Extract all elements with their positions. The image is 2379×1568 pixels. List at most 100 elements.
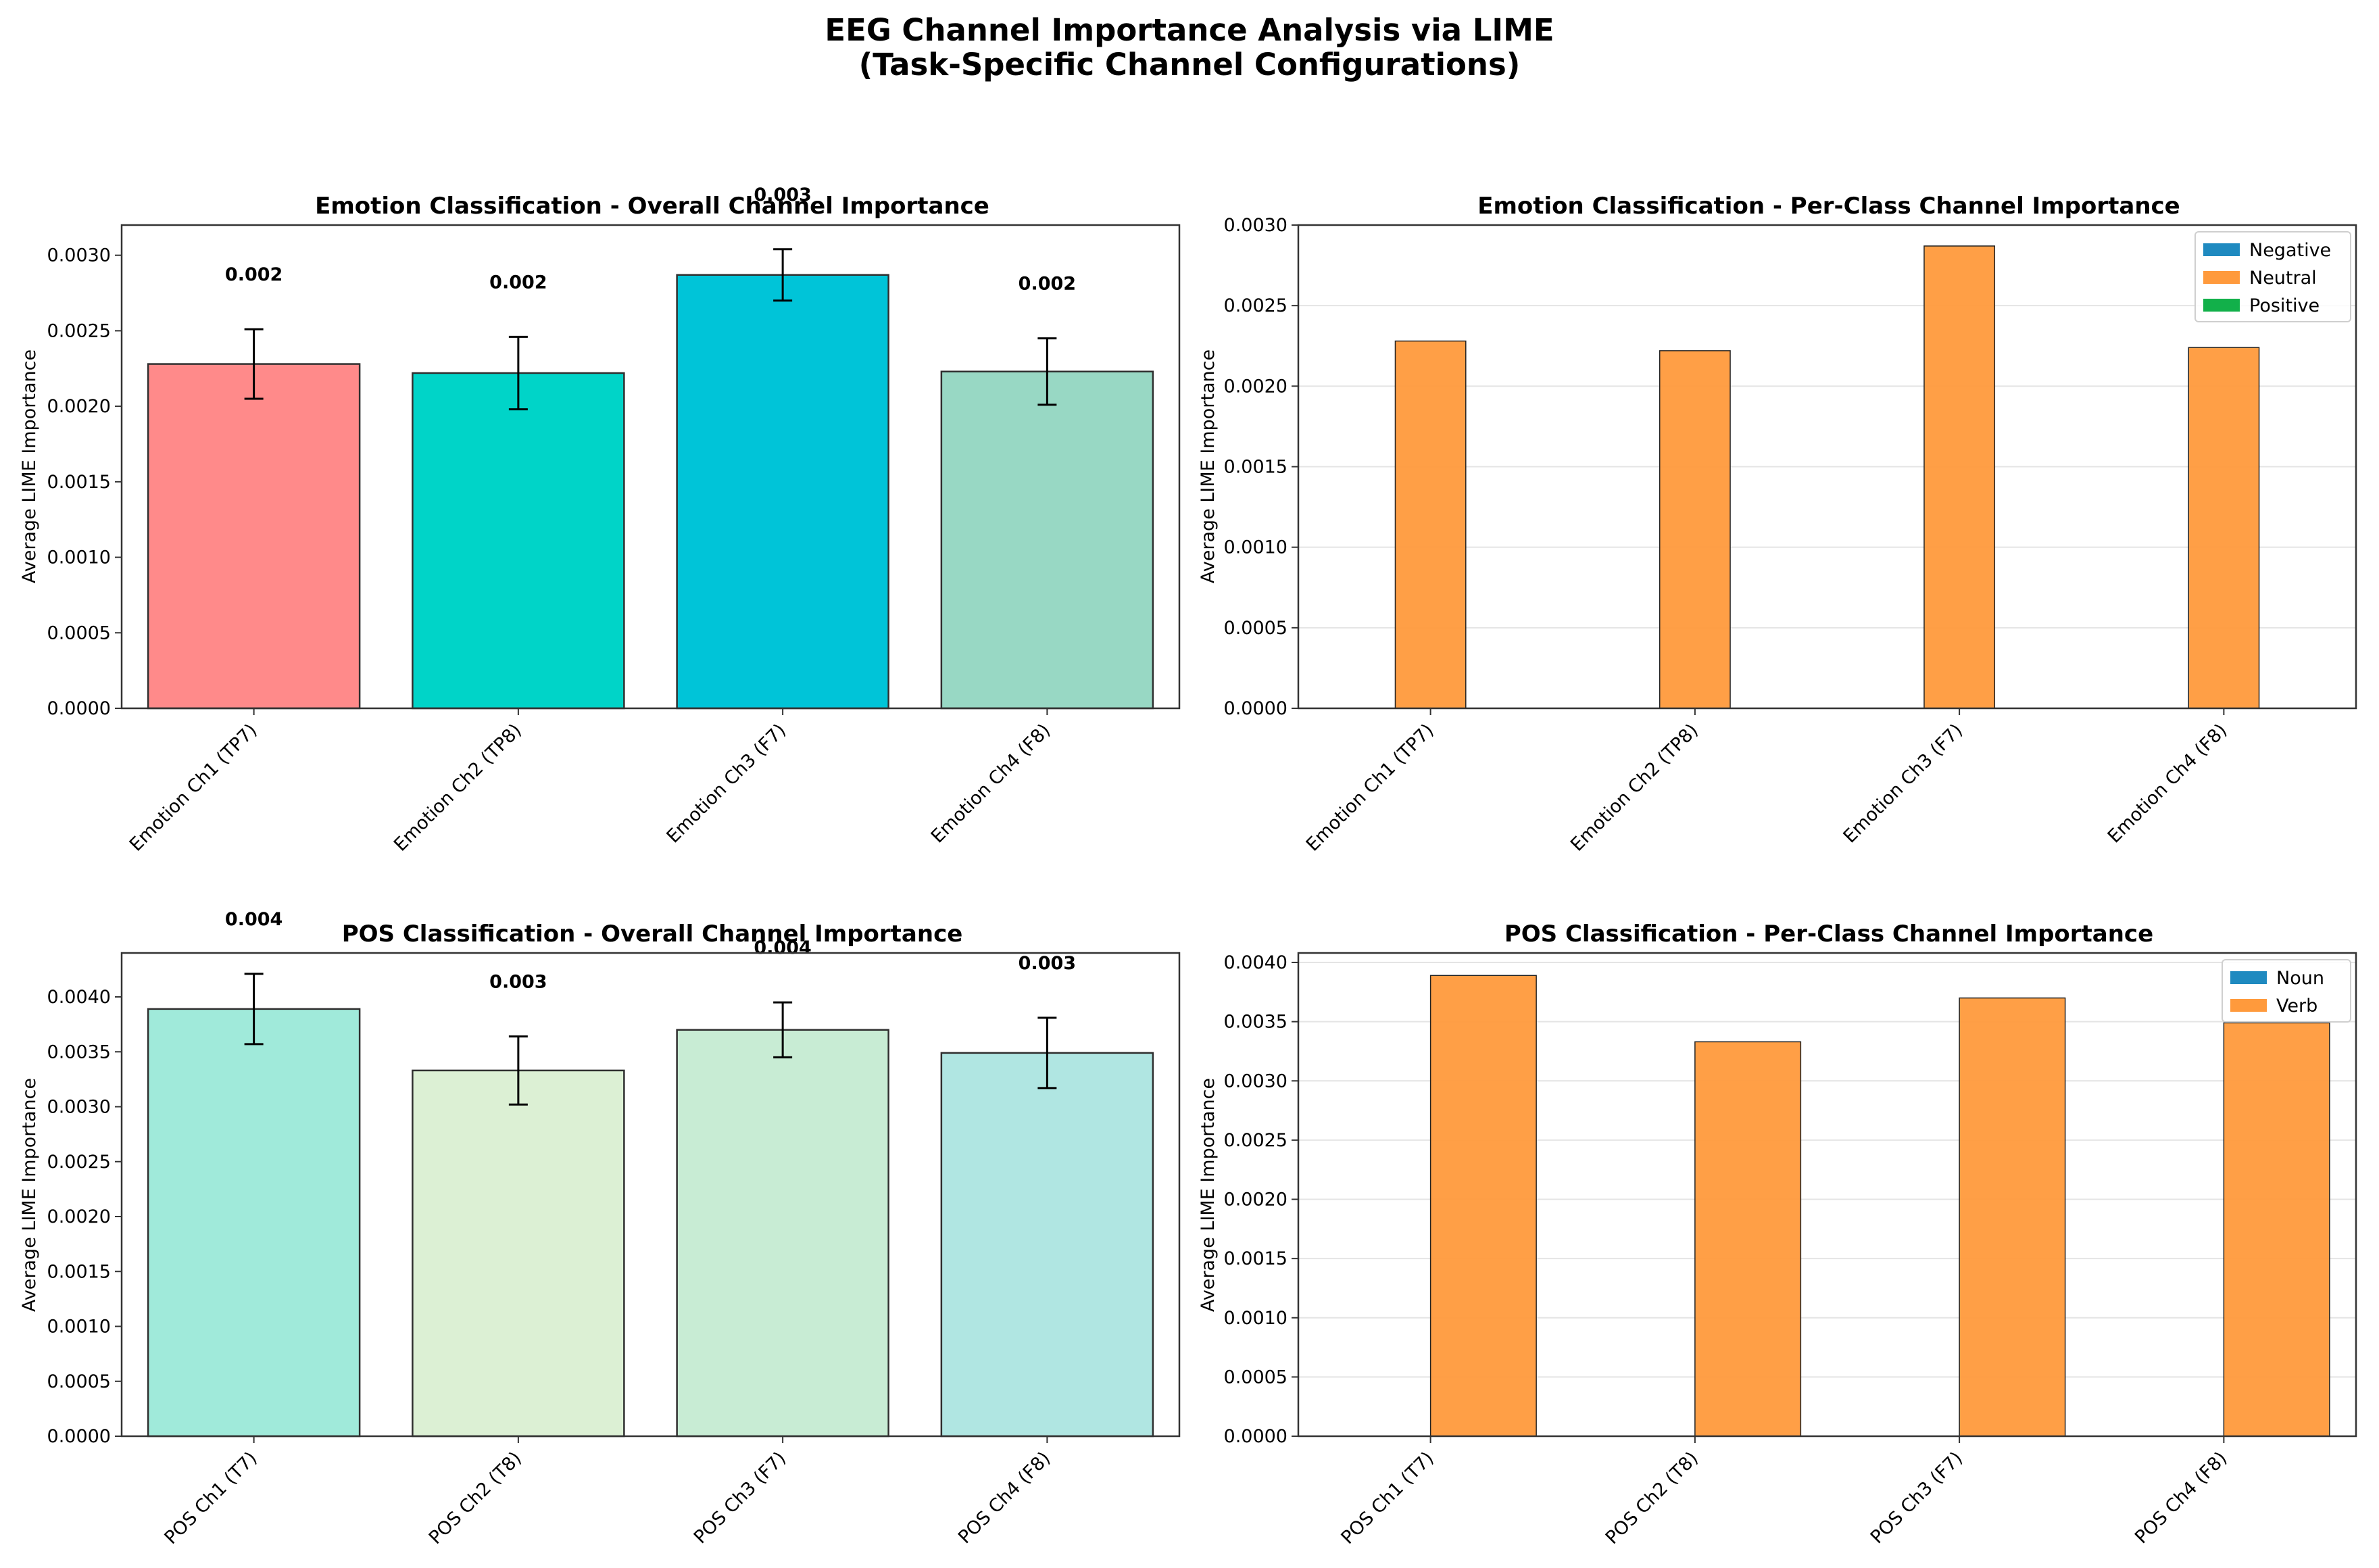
y-tick-label: 0.0005	[1224, 618, 1287, 639]
y-tick-label: 0.0015	[47, 472, 111, 493]
bar-neutral-4	[2188, 347, 2260, 709]
bar-neutral-3	[1923, 245, 1996, 709]
legend-swatch-verb	[2230, 999, 2267, 1012]
y-tick-label: 0.0030	[1224, 215, 1287, 236]
y-tick-label: 0.0020	[1224, 1190, 1287, 1210]
panel-title: Emotion Classification - Overall Channel…	[315, 193, 989, 220]
figure-title-line2: (Task-Specific Channel Configurations)	[859, 47, 1521, 82]
legend-label-positive: Positive	[2249, 295, 2320, 316]
y-tick-label: 0.0010	[47, 547, 111, 568]
x-tick-label: POS Ch4 (F8)	[954, 1448, 1054, 1548]
bar-verb-2	[1694, 1041, 1802, 1437]
x-tick-label: POS Ch1 (T7)	[1338, 1448, 1438, 1548]
y-axis-label: Average LIME Importance	[1198, 349, 1219, 583]
legend-label-negative: Negative	[2249, 240, 2331, 261]
y-tick-label: 0.0020	[1224, 376, 1287, 397]
bar-verb-1	[1429, 975, 1537, 1437]
axes-frame	[120, 952, 1181, 1438]
y-tick-label: 0.0020	[47, 1206, 111, 1227]
bar-3	[676, 274, 889, 710]
y-tick-label: 0.0035	[47, 1042, 111, 1062]
y-tick-label: 0.0030	[1224, 1071, 1287, 1092]
x-tick-label: POS Ch2 (T8)	[425, 1448, 526, 1548]
data-label-1: 0.004	[225, 909, 283, 930]
pos-overall-chart: POS Classification - Overall Channel Imp…	[19, 909, 1181, 1548]
y-tick-label: 0.0000	[47, 1426, 111, 1447]
x-tick-label: Emotion Ch2 (TP8)	[1567, 720, 1702, 856]
y-tick-label: 0.0015	[1224, 457, 1287, 478]
legend-swatch-neutral	[2203, 271, 2240, 284]
bar-1	[147, 1008, 361, 1438]
bar-verb-4	[2223, 1022, 2330, 1437]
legend-label-verb: Verb	[2276, 996, 2317, 1016]
x-tick-label: POS Ch2 (T8)	[1602, 1448, 1702, 1548]
x-tick-label: POS Ch4 (F8)	[2131, 1448, 2231, 1548]
y-axis-label: Average LIME Importance	[1198, 1078, 1219, 1312]
data-label-3: 0.003	[754, 185, 811, 205]
figure-title-line1: EEG Channel Importance Analysis via LIME	[825, 12, 1554, 48]
y-tick-label: 0.0040	[47, 987, 111, 1008]
legend-swatch-positive	[2203, 299, 2240, 312]
bar-2	[412, 1069, 625, 1438]
data-label-2: 0.003	[489, 972, 547, 993]
y-tick-label: 0.0025	[47, 1152, 111, 1173]
y-tick-label: 0.0025	[47, 320, 111, 341]
x-tick-label: Emotion Ch2 (TP8)	[390, 720, 526, 856]
y-tick-label: 0.0010	[47, 1317, 111, 1338]
x-tick-label: Emotion Ch1 (TP7)	[1302, 720, 1438, 856]
data-label-3: 0.004	[754, 937, 811, 958]
y-tick-label: 0.0000	[1224, 1426, 1287, 1447]
y-tick-label: 0.0030	[47, 1097, 111, 1118]
y-tick-label: 0.0020	[47, 396, 111, 417]
y-tick-label: 0.0035	[1224, 1012, 1287, 1033]
x-tick-label: POS Ch3 (F7)	[690, 1448, 790, 1548]
y-tick-label: 0.0005	[1224, 1367, 1287, 1388]
bar-3	[676, 1029, 889, 1438]
y-tick-label: 0.0040	[1224, 952, 1287, 973]
y-tick-label: 0.0010	[1224, 537, 1287, 558]
x-tick-label: POS Ch1 (T7)	[161, 1448, 262, 1548]
legend: Negative Neutral Positive	[2194, 231, 2351, 322]
y-axis-label: Average LIME Importance	[19, 349, 40, 583]
x-tick-label: Emotion Ch3 (F7)	[1839, 720, 1967, 848]
x-tick-label: Emotion Ch3 (F7)	[662, 720, 790, 848]
y-tick-label: 0.0025	[1224, 295, 1287, 316]
y-tick-label: 0.0030	[47, 245, 111, 266]
bar-1	[147, 363, 361, 710]
plot-area: Noun Verb 0.0000 0.0005 0.0010 0.0015 0.0020 0.…	[1224, 952, 2357, 1548]
y-tick-label: 0.0005	[47, 1371, 111, 1392]
axes-frame	[1297, 952, 2357, 1438]
bar-4	[940, 370, 1154, 710]
data-label-1: 0.002	[225, 264, 283, 285]
bar-verb-3	[1959, 997, 2066, 1437]
x-tick-label: POS Ch3 (F7)	[1867, 1448, 1967, 1548]
emotion-perclass-chart: Emotion Classification - Per-Class Chann…	[1198, 193, 2357, 856]
plot-area: 0.002 0.002 0.003 0.002 0.0000 0.0005 0.0010 0.…	[47, 185, 1181, 856]
bar-2	[412, 372, 625, 710]
y-tick-label: 0.0025	[1224, 1130, 1287, 1151]
legend-label-noun: Noun	[2276, 968, 2324, 989]
legend-label-neutral: Neutral	[2249, 268, 2317, 289]
legend-swatch-noun	[2230, 971, 2267, 984]
y-tick-label: 0.0005	[47, 622, 111, 643]
bar-neutral-2	[1659, 350, 1731, 709]
x-tick-label: Emotion Ch4 (F8)	[927, 720, 1055, 848]
bar-neutral-1	[1394, 340, 1467, 709]
y-tick-label: 0.0010	[1224, 1308, 1287, 1329]
bar-4	[940, 1052, 1154, 1438]
plot-area: 0.004 0.003 0.004 0.003 0.0000 0.0005 0.0010 0.…	[47, 909, 1181, 1548]
y-tick-label: 0.0000	[47, 698, 111, 719]
legend: Noun Verb	[2222, 959, 2351, 1023]
axes-frame	[120, 224, 1181, 710]
y-tick-label: 0.0015	[1224, 1248, 1287, 1269]
emotion-overall-chart: Emotion Classification - Overall Channel…	[19, 185, 1181, 856]
panel-title: POS Classification - Per-Class Channel I…	[1504, 921, 2153, 948]
y-tick-label: 0.0015	[47, 1261, 111, 1282]
y-tick-label: 0.0000	[1224, 698, 1287, 719]
data-label-4: 0.002	[1019, 274, 1076, 295]
x-tick-label: Emotion Ch4 (F8)	[2104, 720, 2232, 848]
plot-area: Negative Neutral Positive 0.0000 0.0005 0.001…	[1224, 215, 2357, 856]
panel-title: Emotion Classification - Per-Class Chann…	[1477, 193, 2180, 220]
pos-perclass-chart: POS Classification - Per-Class Channel I…	[1198, 921, 2357, 1548]
